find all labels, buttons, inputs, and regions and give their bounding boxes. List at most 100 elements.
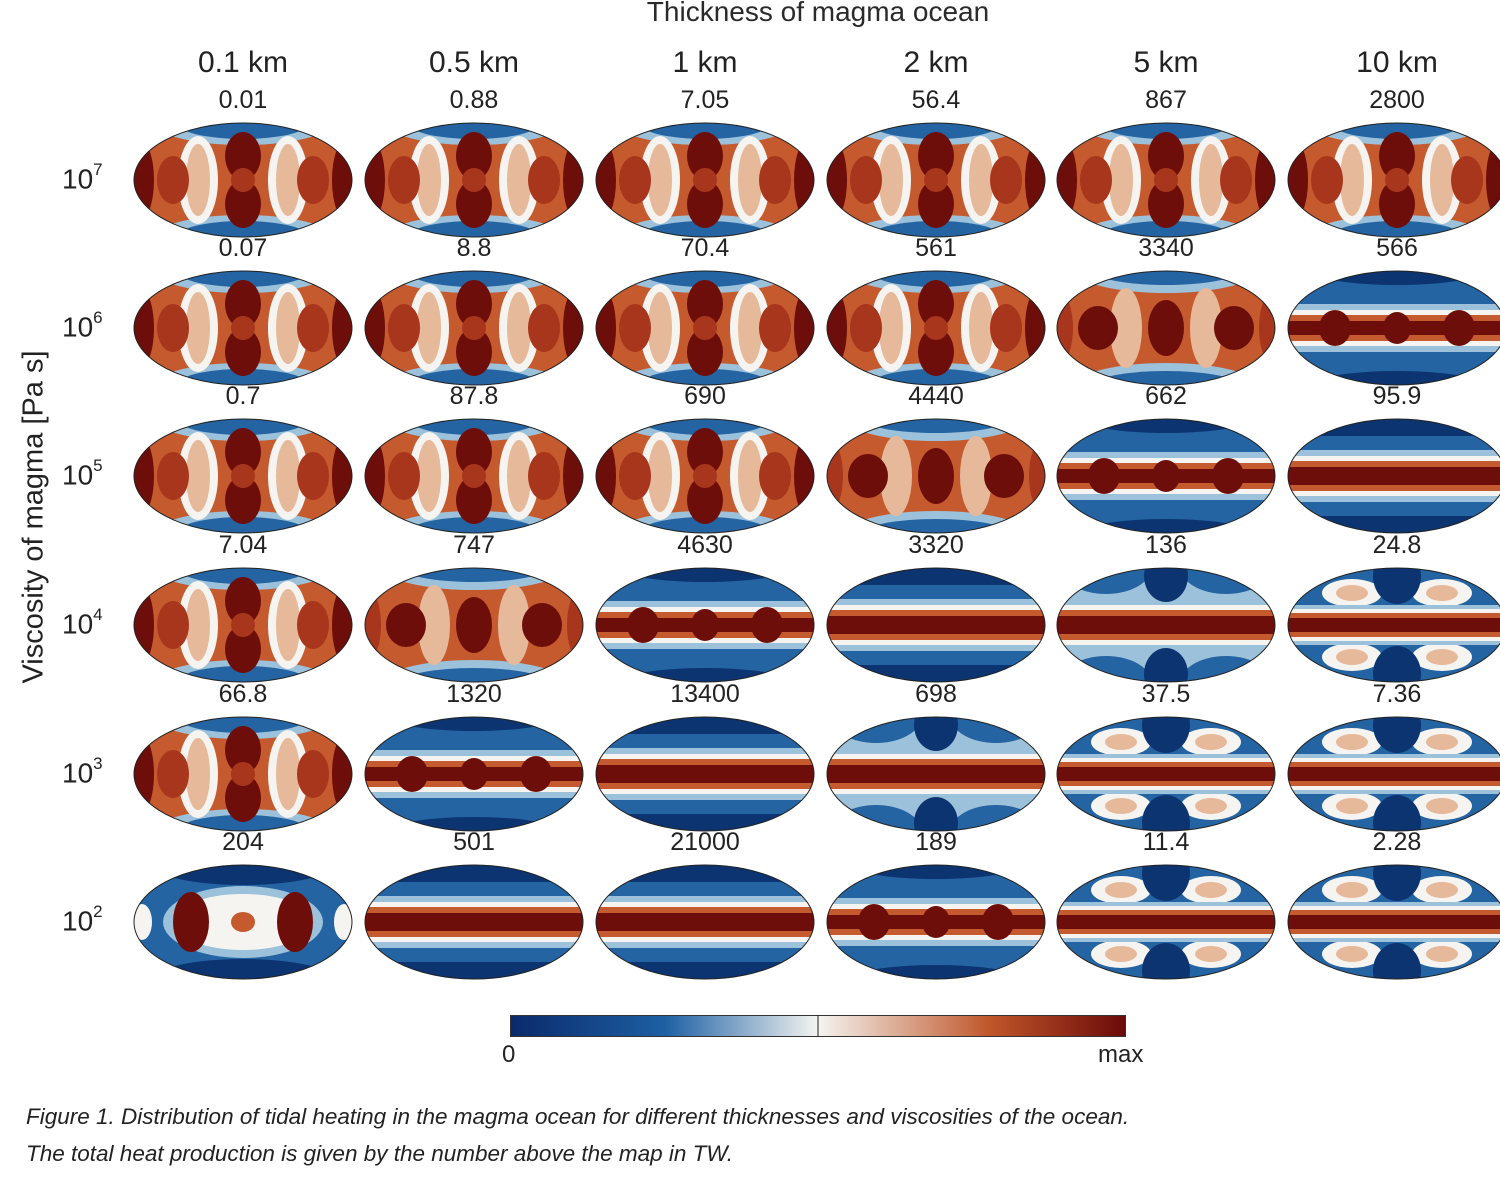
heat-value-label: 7.05 [680, 86, 730, 114]
map-outline [595, 122, 815, 238]
heat-value-label: 0.7 [225, 382, 261, 410]
map-fill [827, 419, 1045, 533]
map-fill [1288, 568, 1500, 682]
map-outline [133, 567, 353, 683]
row-label: 104 [62, 605, 128, 640]
heating-map [826, 122, 1046, 238]
map-outline [364, 270, 584, 386]
row-label-exponent: 6 [93, 308, 103, 327]
map-fill [1288, 419, 1500, 533]
heat-value-label: 7.36 [1372, 680, 1422, 708]
heat-value-label: 698 [915, 680, 957, 708]
figure-top-title: Thickness of magma ocean [646, 0, 990, 27]
row-label-exponent: 5 [93, 456, 103, 475]
map-fill [1288, 717, 1500, 831]
row-label-exponent: 7 [93, 160, 103, 179]
heat-value-label: 0.01 [218, 86, 268, 114]
heating-map [826, 270, 1046, 386]
map-fill [365, 568, 583, 682]
row-label-base: 10 [62, 905, 94, 937]
heat-value-label: 136 [1145, 531, 1187, 559]
map-outline [826, 716, 1046, 832]
row-label: 103 [62, 754, 128, 789]
map-outline [826, 122, 1046, 238]
map-outline [364, 122, 584, 238]
map-outline [1056, 122, 1276, 238]
map-outline [595, 567, 815, 683]
heating-map [133, 567, 353, 683]
row-label-base: 10 [62, 311, 94, 343]
row-label: 106 [62, 308, 128, 343]
map-outline [133, 122, 353, 238]
map-outline [133, 270, 353, 386]
column-header: 1 km [672, 46, 738, 79]
row-label: 105 [62, 456, 128, 491]
row-label: 107 [62, 160, 128, 195]
map-fill [365, 865, 583, 979]
heat-value-label: 3340 [1138, 234, 1194, 262]
heating-map [133, 270, 353, 386]
caption-line-1: Figure 1. Distribution of tidal heating … [26, 1104, 1130, 1129]
heating-map [595, 716, 815, 832]
heat-value-label: 501 [453, 828, 495, 856]
heat-value-label: 566 [1376, 234, 1418, 262]
map-outline [1056, 716, 1276, 832]
map-outline [1056, 270, 1276, 386]
heat-value-label: 867 [1145, 86, 1187, 114]
heat-value-label: 87.8 [449, 382, 499, 410]
map-fill [1057, 865, 1275, 979]
map-outline [826, 270, 1046, 386]
heating-map [1287, 418, 1500, 534]
heating-map [1287, 122, 1500, 238]
map-outline [364, 716, 584, 832]
heat-value-label: 2.28 [1372, 828, 1422, 856]
column-header: 0.5 km [428, 46, 520, 79]
heating-map [1056, 716, 1276, 832]
column-header: 5 km [1133, 46, 1199, 79]
map-outline [1287, 567, 1500, 683]
row-label-base: 10 [62, 757, 94, 789]
heating-map [595, 864, 815, 980]
heat-value-label: 21000 [670, 828, 740, 856]
heat-value-label: 24.8 [1372, 531, 1422, 559]
heat-value-label: 690 [684, 382, 726, 410]
colorbar-min-label: 0 [502, 1041, 516, 1068]
map-fill [827, 568, 1045, 682]
map-fill [827, 865, 1045, 979]
map-fill [134, 123, 352, 237]
heating-map [595, 122, 815, 238]
map-outline [1056, 567, 1276, 683]
heating-map [1056, 864, 1276, 980]
heating-map [826, 567, 1046, 683]
heat-value-label: 4630 [677, 531, 733, 559]
colorbar-max-label: max [1098, 1041, 1144, 1068]
heating-map [1056, 270, 1276, 386]
heating-map [133, 716, 353, 832]
heat-value-label: 66.8 [218, 680, 268, 708]
map-fill [827, 123, 1045, 237]
heat-value-label: 11.4 [1142, 828, 1190, 856]
heating-map [1056, 567, 1276, 683]
map-fill [596, 271, 814, 385]
map-fill [1288, 865, 1500, 979]
heat-value-label: 2800 [1369, 86, 1425, 114]
map-fill [134, 865, 352, 979]
caption-line-2: The total heat production is given by th… [26, 1141, 734, 1166]
map-outline [1287, 418, 1500, 534]
heating-map [1287, 270, 1500, 386]
heat-value-label: 7.04 [218, 531, 268, 559]
heat-value-label: 662 [1145, 382, 1187, 410]
heating-map [364, 122, 584, 238]
heating-map [364, 418, 584, 534]
heating-map [364, 864, 584, 980]
map-outline [1056, 864, 1276, 980]
map-fill [1057, 568, 1275, 682]
map-fill [1057, 271, 1275, 385]
map-fill [596, 717, 814, 831]
map-fill [365, 271, 583, 385]
heat-value-label: 189 [915, 828, 957, 856]
heat-value-label: 204 [222, 828, 264, 856]
heating-map [133, 864, 353, 980]
map-outline [133, 418, 353, 534]
column-header: 10 km [1356, 46, 1438, 79]
